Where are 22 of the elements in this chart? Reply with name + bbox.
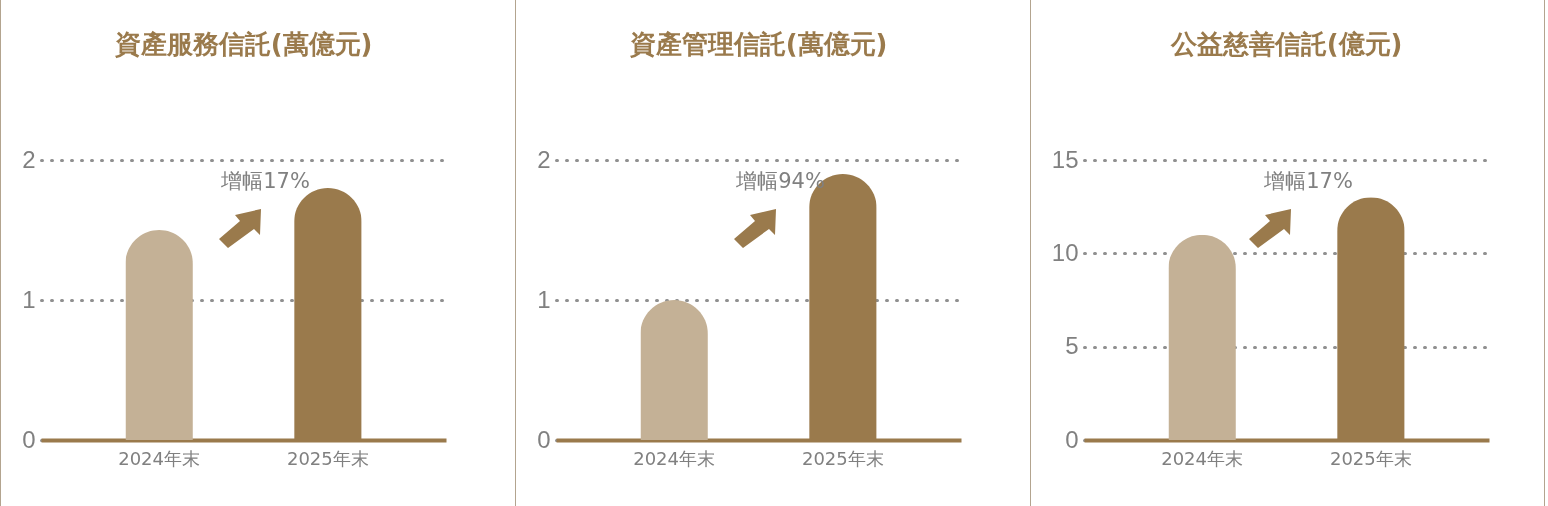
annotation: 增幅94% — [735, 169, 825, 193]
x-tick-label: 2024年末 — [118, 447, 201, 469]
x-tick-label: 2025年末 — [801, 447, 884, 469]
y-tick-label: 5 — [1065, 332, 1079, 360]
x-tick-label: 2024年末 — [1161, 447, 1244, 469]
chart-title: 公益慈善信託(億元) — [1169, 29, 1403, 59]
y-tick-label: 1 — [22, 285, 36, 313]
x-tick-label: 2024年末 — [633, 447, 716, 469]
y-tick-label: 1 — [537, 285, 551, 313]
annotation: 增幅17% — [220, 169, 310, 193]
x-tick-label: 2025年末 — [286, 447, 369, 469]
y-tick-label: 15 — [1051, 145, 1079, 173]
annotation: 增幅17% — [1263, 169, 1353, 193]
x-tick-label: 2025年末 — [1329, 447, 1412, 469]
y-tick-label: 0 — [22, 425, 36, 453]
chart-title: 資產管理信託(萬億元) — [628, 29, 888, 59]
chart-title: 資產服務信託(萬億元) — [113, 29, 373, 59]
y-tick-label: 0 — [537, 425, 551, 453]
y-tick-label: 0 — [1065, 425, 1079, 453]
y-tick-label: 2 — [537, 145, 551, 173]
y-tick-label: 2 — [22, 145, 36, 173]
y-tick-label: 10 — [1051, 238, 1079, 266]
